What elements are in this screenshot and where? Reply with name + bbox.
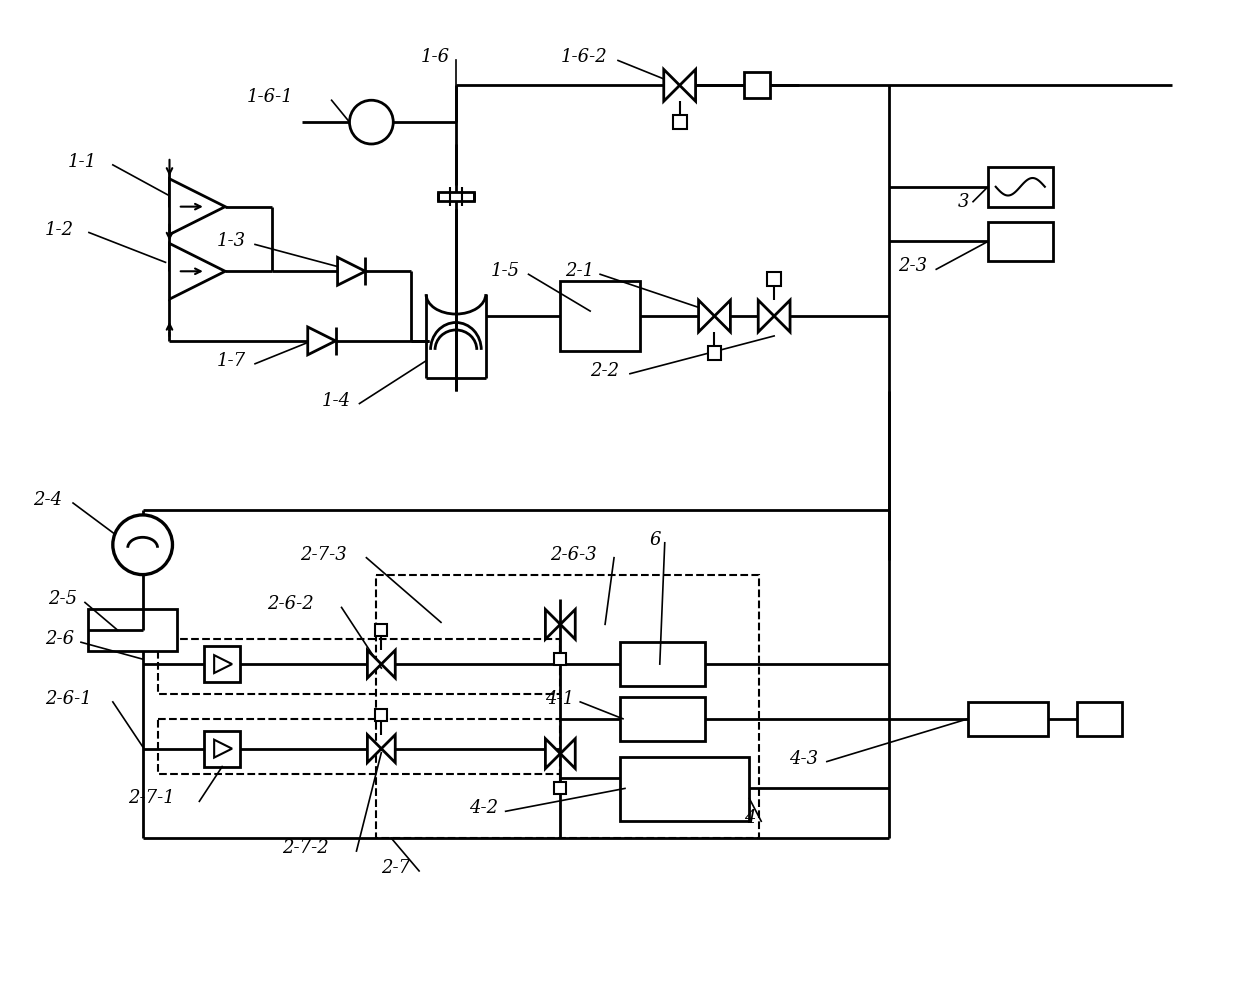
Bar — [988, 167, 1053, 206]
Polygon shape — [560, 739, 575, 768]
Text: 2-7: 2-7 — [382, 859, 410, 877]
Text: 2-6-1: 2-6-1 — [45, 690, 92, 708]
Text: 1-7: 1-7 — [217, 351, 247, 370]
Bar — [157, 639, 560, 694]
Bar — [768, 272, 781, 286]
Polygon shape — [663, 69, 680, 102]
Text: 2-1: 2-1 — [565, 262, 594, 280]
Bar — [205, 731, 241, 766]
Text: 2-6: 2-6 — [45, 630, 74, 649]
Polygon shape — [170, 179, 226, 235]
Bar — [554, 782, 567, 795]
Bar — [968, 702, 1048, 736]
Circle shape — [113, 515, 172, 575]
Polygon shape — [215, 656, 232, 673]
Bar — [438, 192, 474, 201]
Text: 1-4: 1-4 — [321, 392, 351, 410]
Bar — [1078, 702, 1122, 736]
Text: 2-7-3: 2-7-3 — [300, 546, 346, 564]
Bar — [673, 115, 687, 129]
Bar — [988, 222, 1053, 262]
Text: 2-4: 2-4 — [33, 491, 62, 509]
Text: 1-5: 1-5 — [491, 262, 520, 280]
Text: 2-7-1: 2-7-1 — [128, 789, 175, 808]
Text: 4-2: 4-2 — [469, 800, 498, 818]
Polygon shape — [546, 739, 560, 768]
Polygon shape — [774, 300, 790, 332]
Polygon shape — [367, 651, 382, 678]
Bar — [620, 642, 704, 686]
Polygon shape — [680, 69, 696, 102]
Text: 1-1: 1-1 — [68, 153, 97, 171]
Bar — [376, 624, 387, 636]
Bar — [708, 345, 722, 359]
Text: 1-3: 1-3 — [217, 233, 247, 251]
Text: 1-6: 1-6 — [422, 48, 450, 66]
Polygon shape — [215, 740, 232, 757]
Bar — [377, 575, 759, 838]
Bar — [157, 719, 560, 773]
Text: 2-5: 2-5 — [48, 590, 77, 608]
Polygon shape — [546, 609, 560, 639]
Polygon shape — [308, 327, 336, 354]
Circle shape — [350, 101, 393, 144]
Polygon shape — [758, 300, 774, 332]
Text: 2-6-2: 2-6-2 — [267, 595, 314, 613]
Polygon shape — [560, 609, 575, 639]
Text: 6: 6 — [650, 531, 661, 549]
Polygon shape — [337, 258, 366, 285]
Bar — [620, 756, 749, 822]
Text: 1-6-1: 1-6-1 — [247, 89, 294, 107]
Bar — [376, 709, 387, 721]
Bar — [88, 609, 177, 652]
Text: 2-6-3: 2-6-3 — [551, 546, 598, 564]
Polygon shape — [714, 300, 730, 332]
Bar — [205, 646, 241, 682]
Text: 4-1: 4-1 — [546, 690, 574, 708]
Text: 1-6-2: 1-6-2 — [560, 48, 608, 66]
Text: 2-3: 2-3 — [899, 258, 928, 275]
Polygon shape — [367, 735, 382, 762]
Text: 2-7-2: 2-7-2 — [281, 839, 329, 857]
Text: 3: 3 — [959, 192, 970, 210]
Bar — [620, 697, 704, 741]
Bar — [560, 281, 640, 350]
Text: 2-2: 2-2 — [590, 362, 619, 380]
Bar — [554, 654, 567, 665]
Text: 1-2: 1-2 — [45, 221, 74, 239]
Polygon shape — [170, 244, 226, 299]
Polygon shape — [698, 300, 714, 332]
Text: 4-3: 4-3 — [789, 749, 818, 767]
Text: 4: 4 — [744, 810, 756, 828]
Bar — [744, 73, 770, 99]
Polygon shape — [382, 651, 396, 678]
Polygon shape — [382, 735, 396, 762]
